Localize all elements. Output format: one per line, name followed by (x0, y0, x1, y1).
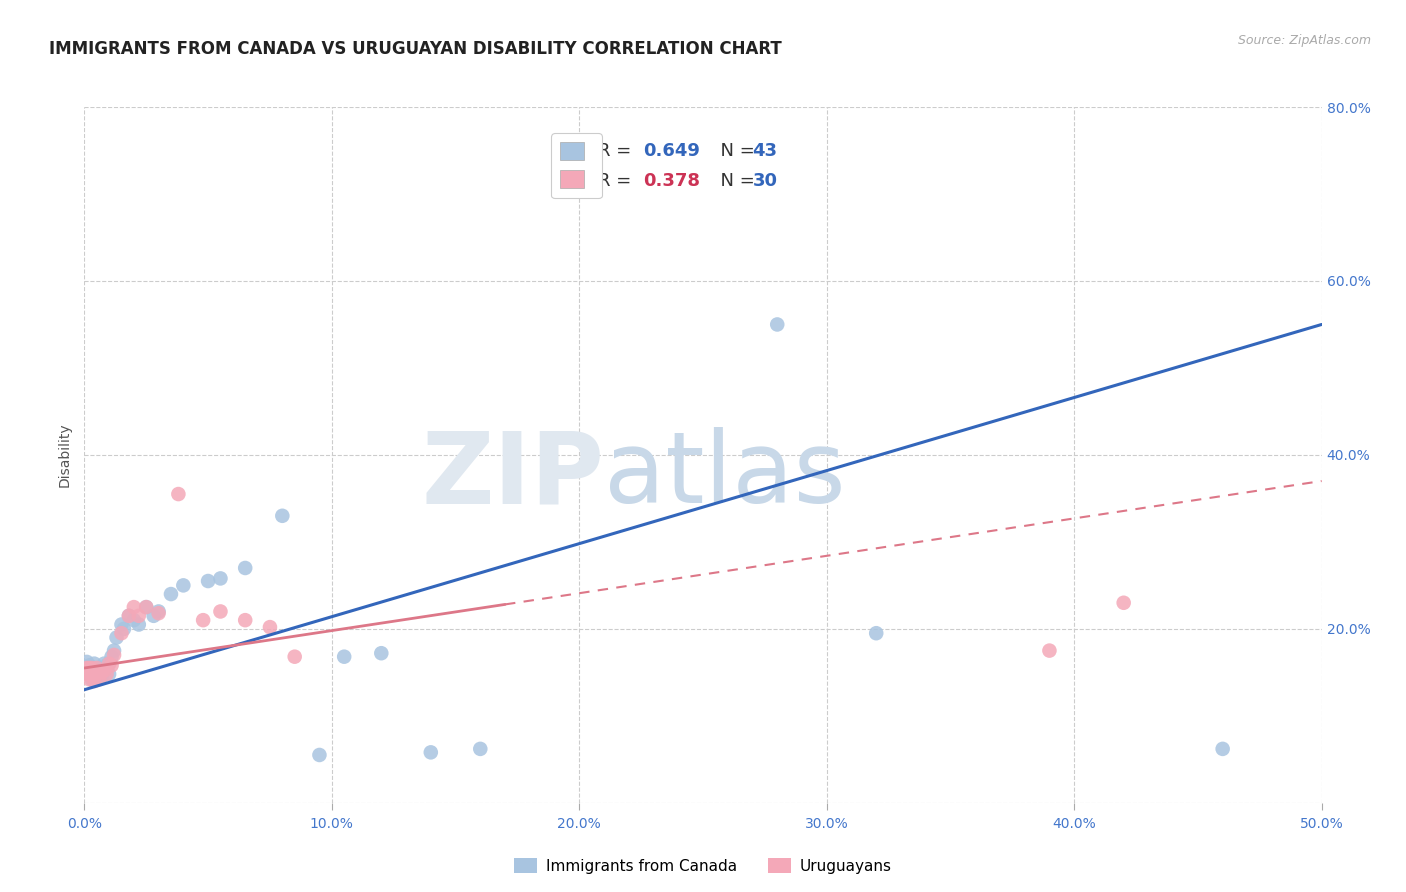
Point (93, 657, 115, 671)
Point (160, 587, 183, 601)
Text: R =: R = (598, 172, 637, 190)
Point (148, 605, 170, 619)
Point (98, 657, 121, 671)
Point (105, 631, 128, 645)
Point (96, 667, 118, 681)
Point (103, 643, 125, 657)
Point (76, 661, 98, 675)
Point (83, 665, 105, 680)
Point (259, 620, 281, 634)
Point (148, 606, 170, 620)
Point (86, 661, 108, 675)
Point (93, 664, 115, 678)
Legend: , : , (551, 134, 602, 198)
Text: 0.378: 0.378 (644, 172, 700, 190)
Text: 43: 43 (752, 142, 778, 160)
Point (167, 487, 190, 501)
Point (128, 617, 150, 632)
Point (86, 661, 108, 675)
Point (1112, 596, 1135, 610)
Point (76, 667, 98, 681)
Point (284, 649, 307, 664)
Point (1212, 742, 1234, 756)
Point (79, 667, 101, 681)
Text: IMMIGRANTS FROM CANADA VS URUGUAYAN DISABILITY CORRELATION CHART: IMMIGRANTS FROM CANADA VS URUGUAYAN DISA… (49, 40, 782, 58)
Point (90, 670, 112, 684)
Text: 30: 30 (752, 172, 778, 190)
Text: N =: N = (709, 172, 761, 190)
Point (197, 574, 219, 588)
Point (370, 646, 392, 660)
Point (110, 626, 132, 640)
Point (233, 613, 256, 627)
Point (110, 617, 132, 632)
Point (766, 318, 789, 332)
Point (86, 667, 108, 681)
Point (122, 600, 145, 615)
Point (80, 661, 103, 675)
Text: ZIP: ZIP (422, 427, 605, 524)
Point (76, 655, 98, 669)
Text: R =: R = (598, 142, 637, 160)
Point (86, 670, 108, 684)
Point (118, 608, 141, 623)
Point (135, 600, 157, 615)
Point (79, 673, 101, 687)
Point (79, 658, 101, 673)
Point (128, 608, 150, 623)
Point (103, 648, 125, 662)
Legend: Immigrants from Canada, Uruguayans: Immigrants from Canada, Uruguayans (508, 852, 898, 880)
Y-axis label: Disability: Disability (58, 423, 72, 487)
Text: atlas: atlas (605, 427, 845, 524)
Point (333, 649, 356, 664)
Point (122, 613, 145, 627)
Point (308, 747, 330, 762)
Point (209, 605, 232, 619)
Point (80, 661, 103, 675)
Point (142, 608, 165, 623)
Point (172, 578, 194, 592)
Text: 0.649: 0.649 (644, 142, 700, 160)
Point (271, 508, 294, 523)
Text: Source: ZipAtlas.com: Source: ZipAtlas.com (1237, 34, 1371, 47)
Point (112, 622, 135, 636)
Point (83, 657, 105, 671)
Point (100, 649, 122, 664)
Point (233, 561, 256, 575)
Point (470, 742, 492, 756)
Point (76, 661, 98, 675)
Point (1038, 643, 1060, 657)
Point (83, 674, 105, 689)
Text: N =: N = (709, 142, 761, 160)
Point (89, 673, 111, 687)
Point (419, 745, 441, 759)
Point (80, 673, 103, 687)
Point (135, 600, 157, 615)
Point (98, 657, 121, 671)
Point (89, 665, 111, 680)
Point (96, 658, 118, 673)
Point (79, 661, 101, 675)
Point (191, 613, 214, 627)
Point (90, 665, 112, 680)
Point (209, 571, 232, 585)
Point (98, 667, 121, 681)
Point (80, 667, 103, 681)
Point (100, 658, 122, 673)
Point (93, 664, 115, 678)
Point (865, 626, 887, 640)
Point (89, 667, 111, 681)
Point (118, 608, 141, 623)
